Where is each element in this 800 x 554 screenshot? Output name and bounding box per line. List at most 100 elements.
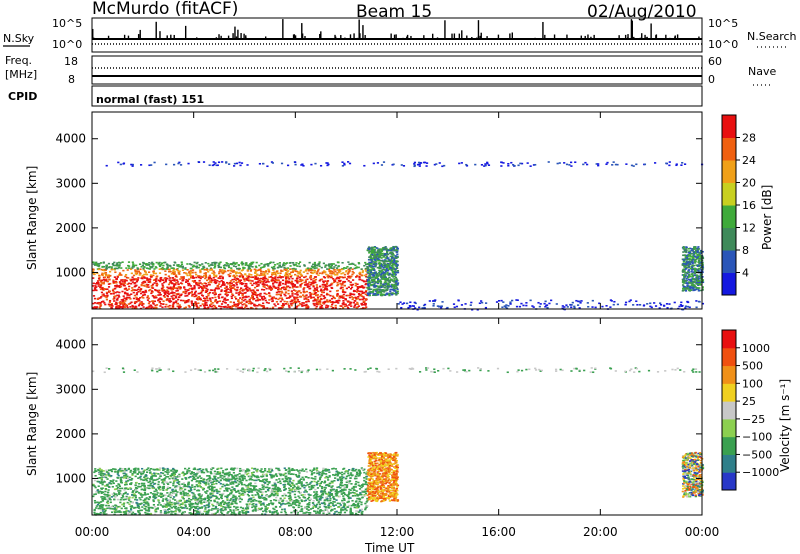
range-cell bbox=[351, 279, 355, 281]
range-cell bbox=[252, 509, 255, 511]
range-cell bbox=[336, 272, 339, 274]
range-cell bbox=[205, 287, 208, 290]
range-cell bbox=[172, 270, 175, 272]
range-cell bbox=[333, 266, 336, 268]
range-cell bbox=[343, 305, 346, 308]
range-cell bbox=[308, 499, 311, 502]
range-cell bbox=[694, 248, 697, 250]
range-cell bbox=[202, 284, 205, 287]
range-cell bbox=[218, 490, 221, 493]
nsky-spike bbox=[358, 19, 360, 39]
range-cell bbox=[370, 276, 373, 279]
range-cell bbox=[139, 164, 143, 166]
range-cell bbox=[195, 305, 199, 308]
nsky-tick-top: 10^5 bbox=[52, 17, 82, 30]
range-cell bbox=[255, 274, 258, 277]
range-cell bbox=[231, 304, 235, 307]
range-cell bbox=[686, 258, 690, 260]
range-cell bbox=[150, 266, 153, 269]
range-cell bbox=[331, 295, 335, 298]
range-cell bbox=[268, 286, 272, 288]
range-cell bbox=[371, 249, 374, 251]
range-cell bbox=[307, 298, 310, 301]
range-cell bbox=[692, 287, 695, 290]
range-cell bbox=[348, 269, 351, 271]
range-cell bbox=[254, 265, 258, 268]
range-cell bbox=[364, 283, 367, 286]
range-cell bbox=[118, 284, 121, 287]
range-cell bbox=[108, 278, 111, 281]
range-cell bbox=[97, 281, 100, 284]
range-cell bbox=[227, 291, 230, 294]
range-cell bbox=[207, 281, 210, 284]
range-cell bbox=[227, 477, 230, 479]
range-cell bbox=[331, 307, 335, 309]
range-cell bbox=[374, 246, 378, 249]
range-cell bbox=[270, 298, 273, 300]
range-cell bbox=[255, 261, 258, 264]
range-cell bbox=[251, 295, 254, 297]
range-cell bbox=[380, 164, 384, 166]
range-cell bbox=[287, 303, 290, 305]
range-cell bbox=[313, 287, 317, 290]
range-cell bbox=[352, 502, 355, 505]
range-cell bbox=[210, 305, 213, 308]
range-cell bbox=[684, 268, 688, 270]
range-cell bbox=[385, 286, 388, 288]
range-cell bbox=[155, 261, 158, 264]
range-cell bbox=[195, 267, 198, 269]
range-cell bbox=[425, 162, 429, 164]
range-cell bbox=[484, 164, 487, 167]
range-cell bbox=[327, 163, 330, 166]
range-cell bbox=[515, 305, 519, 308]
nsky-spike bbox=[480, 32, 482, 39]
range-cell bbox=[271, 513, 274, 515]
range-cell bbox=[278, 283, 281, 286]
range-cell bbox=[385, 256, 388, 259]
range-cell bbox=[355, 267, 358, 269]
range-cell bbox=[351, 283, 354, 286]
range-cell bbox=[328, 299, 332, 302]
range-cell bbox=[689, 247, 692, 250]
range-cell bbox=[207, 510, 210, 512]
range-cell bbox=[691, 262, 694, 265]
range-cell bbox=[288, 483, 291, 486]
range-cell bbox=[345, 267, 348, 270]
range-cell bbox=[317, 263, 320, 266]
range-cell bbox=[249, 282, 252, 285]
range-cell bbox=[685, 287, 688, 290]
range-cell bbox=[357, 295, 360, 298]
freq-tick-top: 18 bbox=[64, 55, 78, 68]
range-cell bbox=[286, 271, 289, 273]
nsky-spike bbox=[479, 35, 481, 39]
range-cell bbox=[612, 161, 615, 163]
range-cell bbox=[254, 293, 257, 296]
range-cell bbox=[386, 251, 389, 254]
range-cell bbox=[115, 301, 118, 304]
range-cell bbox=[351, 262, 354, 265]
range-cell bbox=[256, 281, 259, 284]
range-cell bbox=[187, 284, 190, 287]
range-cell bbox=[692, 264, 696, 267]
range-cell bbox=[511, 299, 514, 302]
range-cell bbox=[682, 251, 685, 253]
range-cell bbox=[316, 482, 319, 485]
range-cell bbox=[100, 469, 103, 471]
range-cell bbox=[388, 293, 391, 295]
range-cell bbox=[138, 303, 141, 306]
nsky-spike bbox=[674, 35, 676, 39]
range-cell bbox=[484, 306, 488, 309]
range-cell bbox=[389, 273, 392, 276]
range-cell bbox=[333, 281, 336, 284]
range-cell bbox=[250, 297, 253, 299]
nsky-spike bbox=[334, 34, 336, 39]
range-cell bbox=[312, 285, 315, 288]
range-cell bbox=[173, 287, 176, 290]
range-cell bbox=[382, 262, 385, 264]
range-cell bbox=[396, 267, 399, 270]
range-cell bbox=[378, 260, 381, 262]
range-cell bbox=[124, 287, 127, 290]
range-cell bbox=[164, 273, 167, 276]
range-cell bbox=[379, 279, 382, 281]
range-cell bbox=[128, 296, 131, 299]
